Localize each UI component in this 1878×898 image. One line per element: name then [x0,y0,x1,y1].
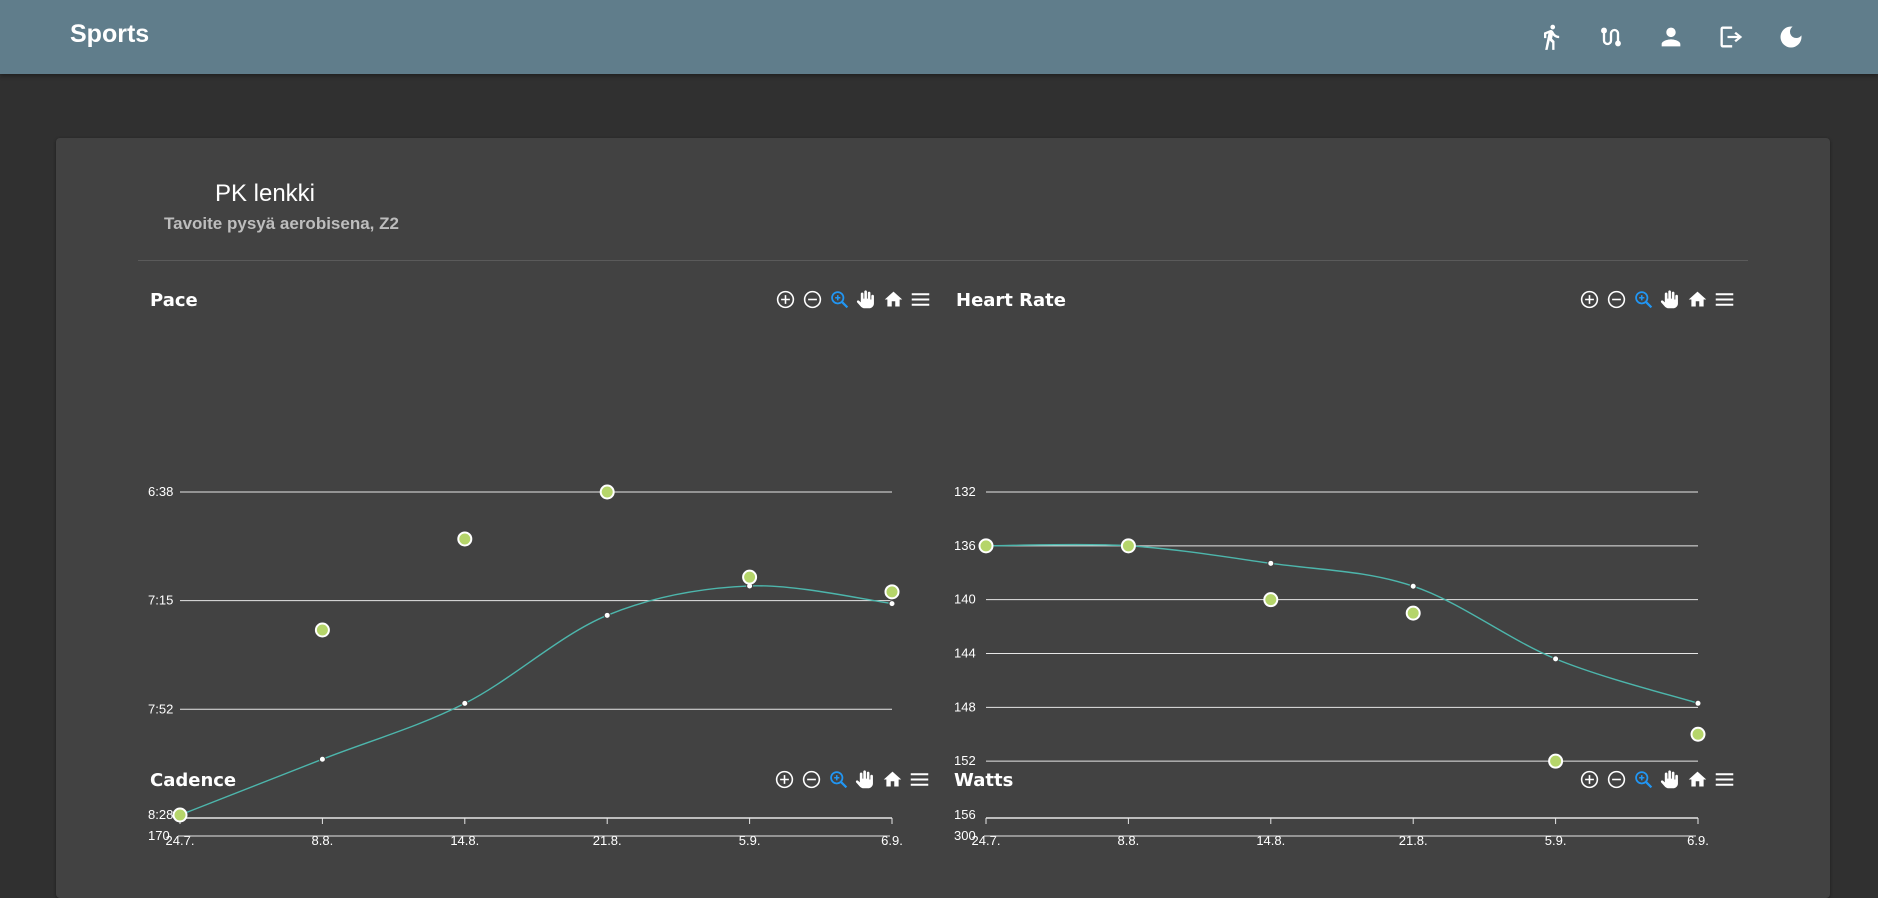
y-tick-label: 132 [954,484,976,499]
zoom-in-icon[interactable] [1578,768,1601,791]
pan-icon[interactable] [1659,768,1682,791]
y-tick-label: 156 [954,807,976,822]
pan-icon[interactable] [854,768,877,791]
zoom-out-icon[interactable] [800,768,823,791]
watts-chart-title: Watts [954,770,1014,791]
data-point[interactable] [884,584,900,600]
menu-icon[interactable] [909,288,932,311]
reset-home-icon[interactable] [1686,288,1709,311]
y-tick-label: 136 [954,538,976,553]
route-icon[interactable] [1592,18,1630,56]
watts-chart-toolbar [1578,768,1736,791]
trend-point[interactable] [461,699,469,707]
zoom-out-icon[interactable] [801,288,824,311]
y-tick-label: 7:52 [148,701,173,716]
workout-subtitle: Tavoite pysyä aerobisena, Z2 [164,214,399,233]
y-tick-label: 152 [954,753,976,768]
app-bar: Sports [0,0,1878,74]
workout-title: PK lenkki [214,180,316,207]
trend-point[interactable] [1552,655,1560,663]
y-tick-label: 6:38 [148,484,173,499]
x-tick-label: 14.8. [1256,833,1285,848]
selection-zoom-icon[interactable] [1632,768,1655,791]
trend-point[interactable] [1694,699,1702,707]
data-point[interactable] [599,484,615,500]
logout-icon[interactable] [1712,18,1750,56]
y-tick-label: 7:15 [148,593,173,608]
cadence-chart-toolbar [773,768,931,791]
workout-header: PK lenkki Tavoite pysyä aerobisena, Z2 [164,180,504,234]
data-point[interactable] [314,622,330,638]
x-tick-label: 8.8. [312,833,334,848]
running-icon[interactable] [1532,18,1570,56]
cadence-chart[interactable]: 170 [136,808,906,878]
x-tick-label: 5.9. [739,833,761,848]
account-icon[interactable] [1652,18,1690,56]
data-point[interactable] [978,538,994,554]
x-tick-label: 8.8. [1118,833,1140,848]
x-tick-label: 21.8. [1399,833,1428,848]
y-tick-label: 170 [148,828,170,843]
zoom-in-icon[interactable] [774,288,797,311]
data-point[interactable] [1690,726,1706,742]
trend-line [985,543,1699,704]
heart-rate-chart-toolbar [1578,288,1736,311]
dark-mode-icon[interactable] [1772,18,1810,56]
heart-rate-chart-title: Heart Rate [956,290,1066,311]
x-tick-label: 21.8. [593,833,622,848]
data-point[interactable] [1120,538,1136,554]
zoom-in-icon[interactable] [1578,288,1601,311]
data-point[interactable] [1548,753,1564,769]
x-tick-label: 5.9. [1545,833,1567,848]
trend-point[interactable] [1267,559,1275,567]
y-tick-label: 148 [954,699,976,714]
menu-icon[interactable] [1713,768,1736,791]
x-tick-label: 6.9. [1687,833,1709,848]
selection-zoom-icon[interactable] [1632,288,1655,311]
app-title[interactable]: Sports [70,20,150,48]
selection-zoom-icon[interactable] [827,768,850,791]
header-divider [138,260,1748,261]
cadence-chart-title: Cadence [150,770,237,791]
trend-point[interactable] [888,600,896,608]
data-point[interactable] [742,569,758,585]
zoom-out-icon[interactable] [1605,768,1628,791]
y-tick-label: 144 [954,646,976,661]
trend-point[interactable] [1409,582,1417,590]
pan-icon[interactable] [1659,288,1682,311]
data-point[interactable] [172,807,188,823]
x-tick-label: 14.8. [450,833,479,848]
pan-icon[interactable] [855,288,878,311]
reset-home-icon[interactable] [881,768,904,791]
pace-chart-title: Pace [150,290,198,311]
zoom-out-icon[interactable] [1605,288,1628,311]
x-tick-label: 24.7. [166,833,195,848]
selection-zoom-icon[interactable] [828,288,851,311]
reset-home-icon[interactable] [1686,768,1709,791]
trend-line [179,585,893,816]
heart-rate-chart[interactable]: 132 136 140 144 148 152 156 24.7. 8.8. 14.8. 21.8.… [942,328,1712,868]
y-tick-label: 8:28 [148,807,173,822]
y-tick-label: 300 [954,828,976,843]
pace-chart-toolbar [774,288,932,311]
workout-card: PK lenkki Tavoite pysyä aerobisena, Z2 P… [56,138,1830,898]
menu-icon[interactable] [1713,288,1736,311]
reset-home-icon[interactable] [882,288,905,311]
watts-chart[interactable]: 300 [942,808,1712,878]
zoom-in-icon[interactable] [773,768,796,791]
trend-point[interactable] [603,611,611,619]
trend-point[interactable] [318,755,326,763]
menu-icon[interactable] [908,768,931,791]
data-point[interactable] [1405,605,1421,621]
y-tick-label: 140 [954,592,976,607]
data-point[interactable] [457,531,473,547]
x-tick-label: 24.7. [972,833,1001,848]
pace-chart[interactable]: 6:38 7:15 7:52 8:28 24.7. 8.8. 14.8. 21.8. 5.9. 6… [136,328,906,868]
nav-icons [1532,18,1810,56]
x-tick-label: 6.9. [881,833,903,848]
data-point[interactable] [1263,592,1279,608]
